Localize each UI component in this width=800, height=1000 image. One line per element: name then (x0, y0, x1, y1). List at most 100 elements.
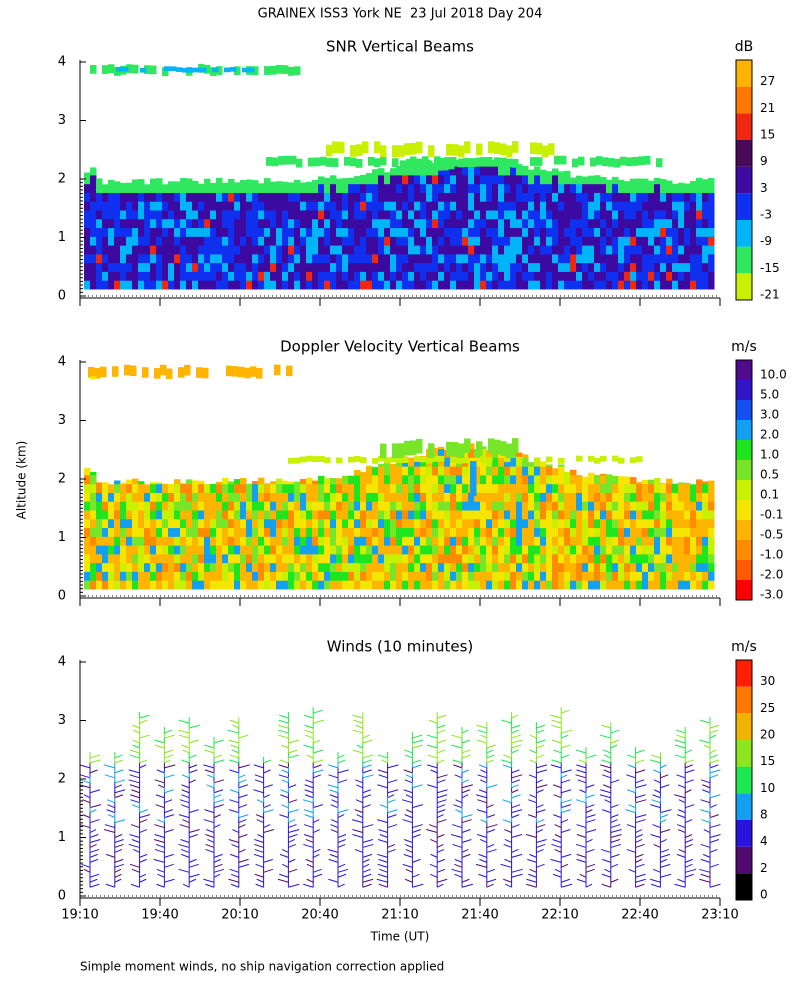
contour-fill (186, 236, 193, 246)
contour-fill (378, 168, 385, 176)
wind-barb (451, 727, 470, 764)
contour-fill (182, 67, 189, 73)
contour-fill (576, 527, 583, 537)
contour-fill (186, 483, 193, 493)
contour-fill (624, 227, 631, 237)
contour-fill (522, 510, 529, 520)
contour-fill (684, 518, 691, 529)
contour-fill (336, 545, 343, 555)
contour-fill (222, 262, 229, 272)
contour-fill (396, 571, 403, 581)
contour-fill (372, 571, 379, 581)
contour-fill (276, 562, 283, 572)
contour-fill (212, 67, 219, 73)
contour-fill (564, 271, 571, 281)
contour-fill (162, 492, 169, 502)
contour-fill (558, 474, 565, 485)
contour-fill (588, 474, 595, 485)
contour-fill (602, 157, 609, 167)
contour-fill (126, 236, 133, 246)
contour-fill (408, 271, 415, 281)
contour-fill (498, 483, 505, 493)
contour-fill (336, 218, 343, 229)
contour-fill (516, 210, 523, 220)
contour-fill (90, 483, 97, 493)
contour-fill (174, 253, 181, 264)
contour-fill (624, 262, 631, 272)
contour-fill (204, 484, 211, 493)
contour-fill (588, 483, 595, 493)
contour-fill (492, 536, 499, 546)
contour-fill (570, 245, 577, 255)
contour-fill (186, 527, 193, 537)
contour-fill (294, 571, 301, 581)
contour-fill (234, 227, 241, 237)
contour-fill (690, 484, 697, 493)
contour-fill (578, 156, 585, 166)
contour-fill (552, 210, 559, 220)
colorbar-label: 0.1 (760, 488, 779, 502)
contour-fill (510, 527, 517, 537)
contour-fill (300, 483, 307, 493)
contour-fill (252, 262, 259, 272)
contour-fill (324, 510, 331, 520)
contour-fill (126, 201, 133, 211)
contour-fill (612, 262, 619, 272)
wind-barb (206, 771, 225, 804)
contour-fill (150, 192, 157, 202)
contour-fill (606, 179, 613, 185)
contour-fill (216, 492, 223, 502)
contour-fill (648, 245, 655, 255)
contour-fill (276, 201, 283, 211)
contour-fill (648, 236, 655, 246)
contour-fill (624, 510, 631, 520)
contour-fill (534, 527, 541, 537)
contour-fill (306, 210, 313, 220)
contour-fill (612, 501, 619, 511)
contour-fill (126, 64, 133, 74)
contour-fill (156, 192, 163, 202)
wind-barb (304, 717, 324, 764)
contour-fill (120, 518, 127, 529)
contour-fill (582, 201, 589, 211)
wind-barb (178, 727, 199, 754)
contour-fill (498, 271, 505, 281)
contour-fill (246, 253, 253, 264)
contour-fill (636, 483, 643, 493)
wind-barb (178, 717, 201, 764)
contour-fill (414, 192, 421, 202)
contour-fill (474, 545, 481, 555)
contour-fill (228, 218, 235, 229)
contour-fill (522, 192, 529, 202)
contour-fill (312, 253, 319, 264)
contour-fill (666, 501, 673, 511)
contour-fill (210, 210, 217, 220)
contour-fill (690, 545, 697, 555)
contour-fill (624, 562, 631, 572)
contour-fill (474, 271, 481, 281)
contour-fill (474, 510, 481, 520)
contour-fill (210, 227, 217, 237)
contour-fill (534, 166, 541, 176)
contour-fill (324, 253, 331, 264)
contour-fill (600, 262, 607, 272)
contour-fill (552, 510, 559, 520)
contour-fill (600, 227, 607, 237)
wind-barb (227, 727, 240, 764)
contour-fill (450, 227, 457, 237)
contour-fill (258, 536, 265, 546)
contour-fill (84, 227, 91, 237)
contour-fill (420, 280, 427, 290)
contour-fill (552, 553, 559, 564)
contour-fill (318, 271, 325, 281)
contour-fill (330, 271, 337, 281)
contour-fill (614, 158, 621, 168)
contour-fill (246, 179, 253, 185)
contour-fill (570, 271, 577, 281)
contour-fill (564, 562, 571, 572)
contour-fill (126, 210, 133, 220)
contour-fill (636, 536, 643, 546)
contour-fill (594, 527, 601, 537)
wind-barb (104, 761, 126, 824)
contour-fill (510, 457, 517, 467)
